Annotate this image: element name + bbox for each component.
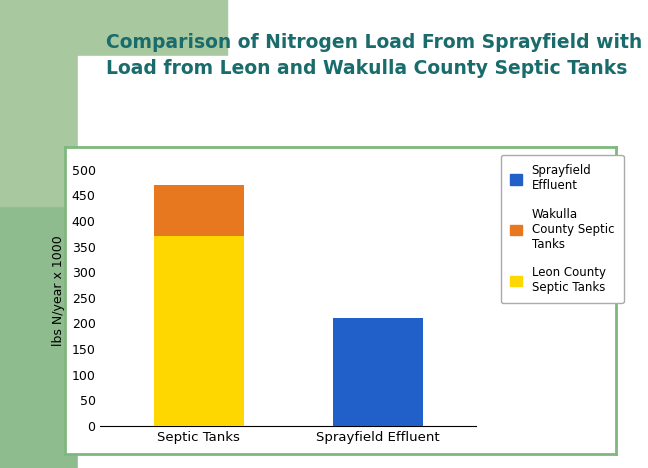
- Y-axis label: lbs N/year x 1000: lbs N/year x 1000: [52, 235, 65, 345]
- Bar: [333, 318, 422, 426]
- Bar: [154, 185, 244, 236]
- Text: Comparison of Nitrogen Load From Sprayfield with
Load from Leon and Wakulla Coun: Comparison of Nitrogen Load From Sprayfi…: [106, 33, 643, 78]
- Legend: Sprayfield
Effluent, Wakulla
County Septic
Tanks, Leon County
Septic Tanks: Sprayfield Effluent, Wakulla County Sept…: [501, 155, 623, 303]
- Bar: [154, 236, 244, 426]
